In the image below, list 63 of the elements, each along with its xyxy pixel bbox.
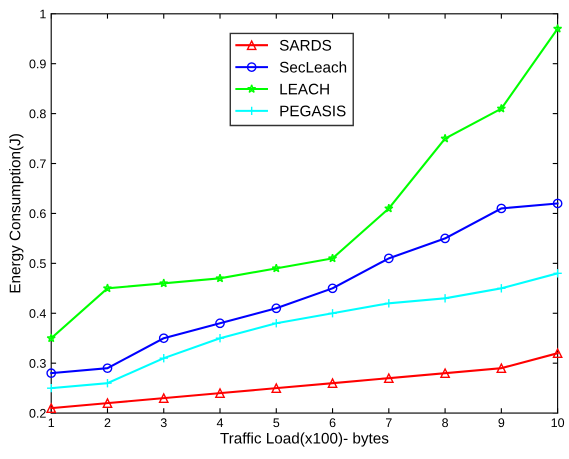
point	[552, 24, 562, 33]
x-tick-label: 10	[552, 418, 564, 428]
point	[272, 263, 281, 272]
point	[328, 283, 338, 294]
point	[384, 254, 394, 264]
y-tick-label: 0.4	[29, 309, 46, 318]
x-axis-title: Traffic Load(x100)- bytes	[220, 432, 388, 447]
point	[271, 383, 282, 394]
point	[496, 204, 506, 214]
y-tick-label: 0.6	[29, 209, 46, 218]
x-tick-label: 7	[386, 418, 392, 428]
point	[158, 333, 169, 344]
legend-label: LEACH	[280, 84, 329, 94]
point	[440, 368, 450, 378]
point	[552, 348, 562, 358]
point	[46, 383, 56, 394]
legend-label: SARDS	[280, 40, 332, 51]
point	[158, 353, 169, 364]
point	[215, 318, 225, 328]
point	[496, 104, 506, 113]
point	[552, 198, 562, 208]
x-tick-label: 5	[273, 418, 280, 428]
x-tick-label: 1	[48, 418, 54, 428]
point	[215, 388, 225, 398]
point	[384, 204, 394, 213]
point	[384, 373, 394, 384]
point	[158, 393, 169, 403]
point	[215, 273, 225, 282]
point	[102, 283, 112, 292]
point	[46, 403, 56, 413]
point	[215, 333, 225, 344]
legend-label: PEGASIS	[280, 106, 346, 116]
point	[496, 363, 506, 374]
point	[46, 368, 56, 378]
point	[328, 378, 338, 388]
point	[440, 134, 450, 143]
y-axis-title: Energy Consumption(J)	[9, 134, 24, 292]
point	[159, 278, 168, 288]
y-tick-label: 0.5	[29, 259, 46, 268]
point	[440, 234, 450, 244]
point	[102, 398, 112, 408]
point	[102, 363, 112, 374]
x-tick-label: 6	[330, 418, 336, 428]
y-tick-label: 0.8	[29, 109, 46, 118]
y-tick-label: 0.2	[29, 408, 46, 418]
x-tick-label: 4	[216, 418, 224, 428]
y-tick-label: 0.7	[29, 159, 46, 168]
legend-label: SecLeach	[280, 61, 346, 73]
point	[271, 303, 282, 314]
x-tick-label: 8	[442, 418, 448, 428]
y-tick-label: 0.3	[29, 358, 46, 368]
point	[271, 318, 282, 328]
point	[328, 308, 338, 318]
x-tick-label: 3	[160, 418, 167, 428]
point	[496, 283, 506, 294]
point	[46, 333, 56, 342]
point	[440, 293, 450, 304]
y-tick-label: 1	[40, 10, 46, 18]
y-tick-label: 0.9	[29, 59, 46, 68]
point	[328, 254, 338, 262]
point	[552, 268, 562, 278]
x-tick-label: 9	[498, 418, 504, 428]
x-tick-label: 2	[104, 418, 110, 428]
